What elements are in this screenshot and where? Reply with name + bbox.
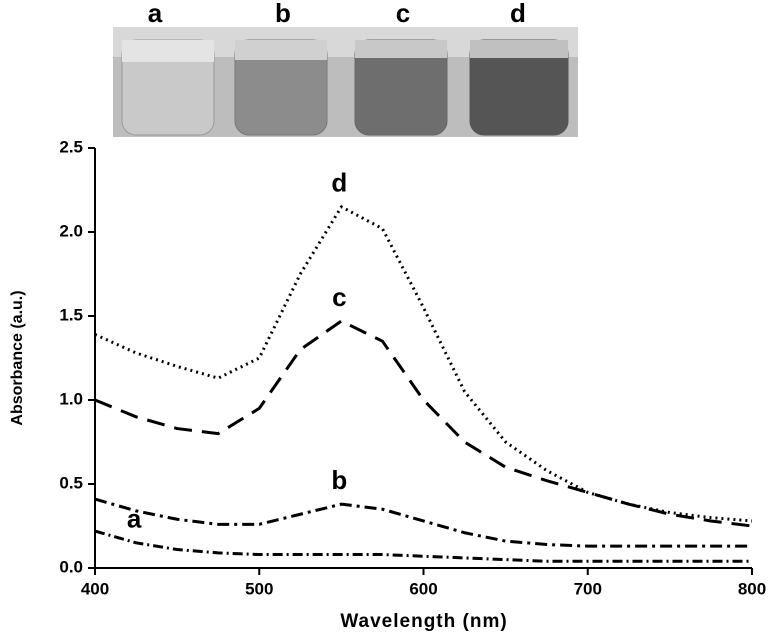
x-tick-label: 600 (409, 579, 437, 598)
photo-label: a (148, 0, 163, 28)
y-axis-label: Absorbance (a.u.) (9, 290, 26, 425)
series-line (94, 205, 753, 523)
photo (113, 27, 578, 137)
x-tick-label: 800 (738, 579, 766, 598)
x-tick-label: 400 (81, 579, 109, 598)
series-line (94, 497, 752, 548)
y-tick-label: 2.0 (59, 221, 83, 240)
x-tick-label: 500 (245, 579, 273, 598)
series-label: b (331, 465, 347, 495)
series-line (94, 319, 753, 528)
y-tick-label: 1.0 (59, 389, 83, 408)
x-axis-label: Wavelength (nm) (340, 611, 507, 632)
x-tick-label: 700 (574, 579, 602, 598)
photo-label: b (275, 0, 291, 28)
y-tick-label: 0.0 (59, 557, 83, 576)
series-label: d (331, 168, 347, 198)
photo-label: c (396, 0, 410, 28)
series-label: c (332, 282, 346, 312)
y-tick-label: 0.5 (59, 473, 83, 492)
y-tick-label: 2.5 (59, 137, 83, 156)
y-tick-label: 1.5 (59, 305, 83, 324)
photo-label: d (510, 0, 526, 28)
